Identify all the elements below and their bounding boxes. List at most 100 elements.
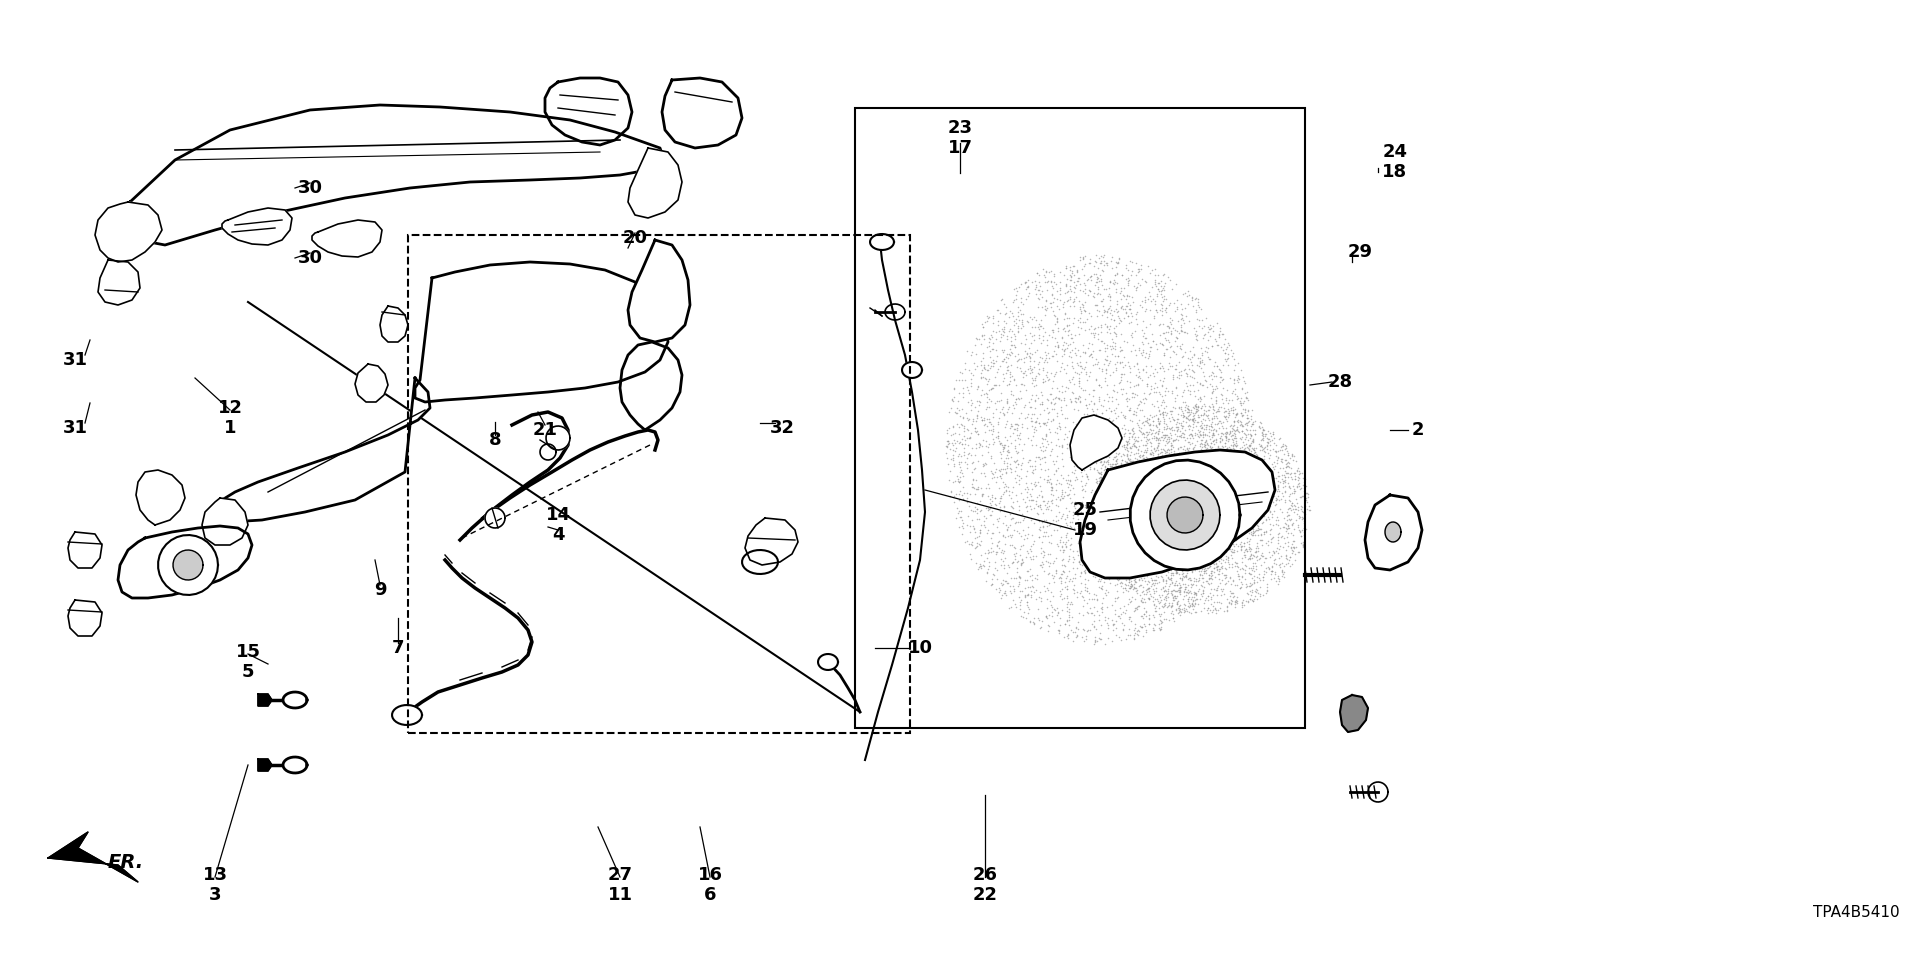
Point [1114,452,1144,468]
Point [1121,602,1152,617]
Point [1162,488,1192,503]
Point [1183,424,1213,440]
Point [1012,406,1043,421]
Point [1208,587,1238,602]
Point [1116,495,1146,511]
Point [981,512,1012,527]
Point [1160,551,1190,566]
Point [1150,598,1181,613]
Point [964,522,995,538]
Point [1085,580,1116,595]
Point [1125,297,1156,312]
Point [1079,321,1110,336]
Point [1023,521,1054,537]
Point [1281,463,1311,478]
Point [1087,533,1117,548]
Point [1242,548,1273,564]
Point [1187,512,1217,527]
Point [1089,433,1119,448]
Point [1081,436,1112,451]
Point [1098,449,1129,465]
Point [989,561,1020,576]
Point [1123,516,1154,531]
Point [1077,516,1108,532]
Point [1150,479,1181,494]
Point [1265,529,1296,544]
Point [1177,461,1208,476]
Point [1144,435,1175,450]
Point [998,479,1029,494]
Point [1014,394,1044,409]
Point [1267,475,1298,491]
Point [968,320,998,335]
Point [1133,484,1164,499]
Point [1150,459,1181,474]
Point [1221,471,1252,487]
Point [935,485,966,500]
Point [1233,410,1263,425]
Point [1006,539,1037,554]
Point [1114,273,1144,288]
Point [1273,508,1304,523]
Point [1043,391,1073,406]
Point [1175,354,1206,370]
Point [1160,448,1190,464]
Point [1119,564,1150,580]
Point [1244,533,1275,548]
Point [1252,559,1283,574]
Point [1202,453,1233,468]
Point [1106,502,1137,517]
Point [1069,576,1100,591]
Point [1127,328,1158,344]
Point [1227,594,1258,610]
Point [1150,404,1181,420]
Point [1160,575,1190,590]
Point [1256,564,1286,579]
Point [1008,354,1039,370]
Point [962,330,993,346]
Point [1235,456,1265,471]
Point [1137,521,1167,537]
Point [1225,445,1256,461]
Point [1192,547,1223,563]
Point [1246,464,1277,479]
Point [1083,260,1114,276]
Point [1010,580,1041,595]
Point [1212,350,1242,366]
Point [1144,423,1175,439]
Point [1033,468,1064,484]
Point [1231,404,1261,420]
Point [1106,566,1137,582]
Point [1085,547,1116,563]
Point [1058,334,1089,349]
Point [1188,377,1219,393]
Point [1156,504,1187,519]
Point [1150,589,1181,605]
Point [960,473,991,489]
Point [1114,577,1144,592]
Point [1033,501,1064,516]
Point [1121,513,1152,528]
Point [1233,505,1263,520]
Point [1173,413,1204,428]
Point [1225,482,1256,497]
Point [939,381,970,396]
Point [1123,430,1154,445]
Point [1081,569,1112,585]
Point [1212,444,1242,460]
Point [1233,495,1263,511]
Point [1263,532,1294,547]
Point [1069,484,1100,499]
Point [1112,564,1142,580]
Point [1060,279,1091,295]
Point [1064,568,1094,584]
Point [1162,454,1192,469]
Point [991,521,1021,537]
Point [1092,482,1123,497]
Point [1146,424,1177,440]
Point [1158,368,1188,383]
Point [1283,499,1313,515]
Point [1181,332,1212,348]
Point [1236,550,1267,565]
Point [1290,471,1321,487]
